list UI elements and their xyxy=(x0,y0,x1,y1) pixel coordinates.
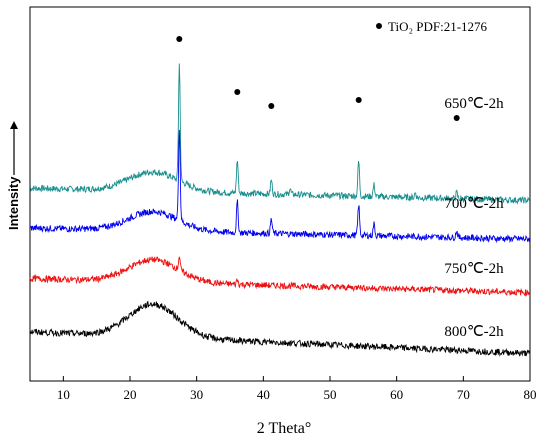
x-axis-title: 2 Theta° xyxy=(257,420,312,437)
series-label: 650℃-2h xyxy=(444,96,504,112)
x-tick-label: 60 xyxy=(390,387,403,402)
y-axis-title-group: Intensity xyxy=(6,176,21,230)
peak-marker-layer xyxy=(176,36,460,121)
x-tick-layer: 10 20 30 40 50 60 70 80 xyxy=(57,376,537,402)
series-line xyxy=(29,256,530,297)
peak-marker xyxy=(453,115,460,121)
series-label: 750℃-2h xyxy=(444,261,504,277)
y-axis-title: Intensity xyxy=(6,176,21,230)
legend-text: TiO₂ PDF:21-1276 xyxy=(388,19,488,34)
series-line xyxy=(29,129,531,244)
x-tick-label: 70 xyxy=(457,387,470,402)
series-label: 700℃-2h xyxy=(444,196,504,212)
series-line xyxy=(29,63,531,205)
x-tick-label: 20 xyxy=(124,387,137,402)
peak-marker xyxy=(355,97,362,103)
series-label: 800℃-2h xyxy=(444,324,504,340)
series-label-layer: 800℃-2h 750℃-2h 700℃-2h 650℃-2h xyxy=(444,96,504,340)
y-axis-arrow-head xyxy=(10,121,18,129)
x-tick-label: 30 xyxy=(190,387,203,402)
x-tick-label: 10 xyxy=(57,387,70,402)
x-tick-label: 40 xyxy=(257,387,270,402)
x-tick-label: 80 xyxy=(524,387,537,402)
series-layer xyxy=(29,63,531,357)
y-axis-arrow xyxy=(10,121,18,175)
plot-frame xyxy=(29,6,531,382)
legend-marker xyxy=(376,23,382,29)
series-line xyxy=(29,300,531,357)
peak-marker xyxy=(176,36,183,42)
peak-marker xyxy=(268,103,275,109)
peak-marker xyxy=(234,89,241,95)
x-tick-label: 50 xyxy=(324,387,337,402)
